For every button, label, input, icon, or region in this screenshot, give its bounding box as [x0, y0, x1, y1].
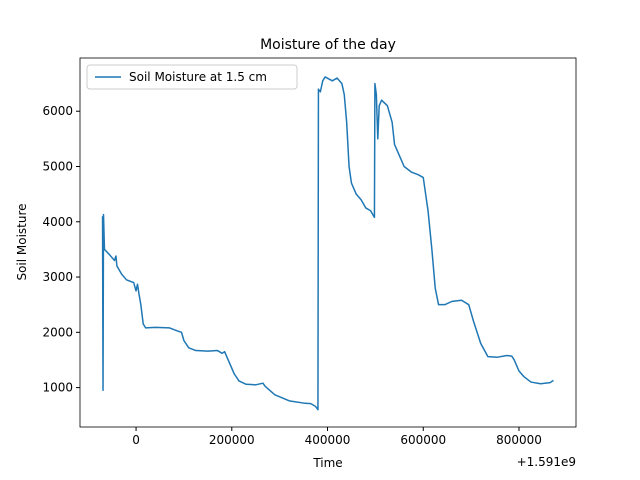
plot-frame [79, 57, 577, 428]
y-tick-label: 5000 [42, 160, 73, 174]
data-line [101, 76, 554, 411]
y-tick-label: 3000 [42, 270, 73, 284]
y-tick-label: 6000 [42, 104, 73, 118]
legend-label: Soil Moisture at 1.5 cm [129, 70, 267, 84]
x-tick-label: 0 [132, 433, 140, 447]
legend-box [86, 64, 298, 90]
y-axis-label: Soil Moisture [15, 203, 29, 280]
x-tick-label: 600000 [400, 433, 446, 447]
y-tick-label: 2000 [42, 325, 73, 339]
y-tick-label: 1000 [42, 381, 73, 395]
x-tick-label: 800000 [496, 433, 542, 447]
x-axis-label: Time [312, 456, 342, 470]
x-offset-label: +1.591e9 [517, 455, 576, 469]
x-tick-label: 400000 [305, 433, 351, 447]
x-tick-label: 200000 [209, 433, 255, 447]
chart-title: Moisture of the day [260, 37, 396, 53]
y-tick-label: 4000 [42, 215, 73, 229]
